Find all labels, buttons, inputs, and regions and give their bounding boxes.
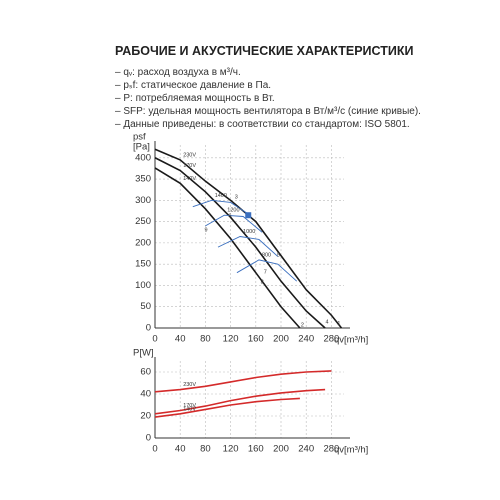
y-tick-label: 0 — [146, 433, 151, 444]
series-line — [154, 167, 301, 329]
series-label: 800 — [262, 252, 271, 258]
annotation: 4 — [325, 319, 328, 325]
y-axis-label: P[W] — [133, 348, 154, 359]
annotation: 7 — [264, 269, 267, 275]
y-tick-label: 200 — [135, 237, 151, 248]
series-line — [192, 199, 250, 216]
series-label: 1400 — [215, 193, 227, 199]
x-tick-label: 80 — [200, 444, 211, 455]
series-line — [154, 157, 326, 329]
x-tick-label: 200 — [273, 444, 289, 455]
series-label: 230V — [183, 382, 196, 388]
notes: – qᵥ: расход воздуха в м³/ч. – pₛf: стати… — [115, 66, 421, 131]
series-line — [154, 148, 343, 329]
y-tick-label: 350 — [135, 174, 151, 185]
x-tick-label: 240 — [298, 444, 314, 455]
x-tick-label: 40 — [175, 444, 186, 455]
y-tick-label: 40 — [140, 389, 151, 400]
series-line — [154, 397, 300, 418]
note: – SFP: удельная мощность вентилятора в В… — [115, 106, 421, 117]
y-tick-label: 400 — [135, 152, 151, 163]
y-axis-label: psf — [133, 132, 146, 143]
series-line — [217, 236, 279, 257]
highlight-point — [245, 212, 252, 219]
x-tick-label: 160 — [248, 444, 264, 455]
annotation: 5 — [277, 252, 280, 258]
series-label: 170V — [183, 163, 196, 169]
y-tick-label: 250 — [135, 216, 151, 227]
note: – Данные приведены: в соответствии со ст… — [115, 119, 410, 130]
series-label: 1200 — [227, 208, 239, 214]
x-tick-label: 120 — [223, 444, 239, 455]
series-line — [236, 259, 298, 282]
series-line — [154, 370, 332, 393]
note: – pₛf: статическое давление в Па. — [115, 80, 272, 91]
x-axis-label: qv[m³/h] — [334, 445, 368, 456]
y-tick-label: 300 — [135, 195, 151, 206]
annotation: 9 — [204, 228, 207, 234]
x-tick-label: 120 — [223, 334, 239, 345]
title: РАБОЧИЕ И АКУСТИЧЕСКИЕ ХАРАКТЕРИСТИКИ — [115, 44, 414, 58]
annotation: 6 — [228, 214, 231, 220]
x-tick-label: 240 — [298, 334, 314, 345]
y-tick-label: 20 — [140, 411, 151, 422]
series-line — [205, 214, 263, 233]
series-label: 140V — [183, 176, 196, 182]
note: – qᵥ: расход воздуха в м³/ч. — [115, 67, 241, 78]
annotation: 1 — [337, 321, 340, 327]
series-label: 1000 — [243, 229, 255, 235]
y-tick-label: 100 — [135, 280, 151, 291]
y-tick-label: 150 — [135, 259, 151, 270]
x-tick-label: 0 — [152, 334, 157, 345]
series-label: 230V — [183, 152, 196, 158]
x-tick-label: 80 — [200, 334, 211, 345]
x-axis-label: qv[m³/h] — [334, 335, 368, 346]
x-tick-label: 280 — [323, 444, 339, 455]
series-label: 170V — [183, 403, 196, 409]
x-tick-label: 40 — [175, 334, 186, 345]
y-tick-label: 50 — [140, 301, 151, 312]
y-tick-label: 60 — [140, 367, 151, 378]
x-tick-label: 280 — [323, 334, 339, 345]
x-tick-label: 0 — [152, 444, 157, 455]
annotation: 3 — [235, 194, 238, 200]
y-axis-unit: [Pa] — [133, 142, 150, 153]
x-tick-label: 200 — [273, 334, 289, 345]
series-label: 140V — [183, 406, 196, 412]
annotation: 8 — [261, 279, 264, 285]
series-line — [154, 388, 326, 415]
x-tick-label: 160 — [248, 334, 264, 345]
annotation: 2 — [301, 322, 304, 328]
y-tick-label: 0 — [146, 323, 151, 334]
note: – P: потребляемая мощность в Вт. — [115, 93, 275, 104]
